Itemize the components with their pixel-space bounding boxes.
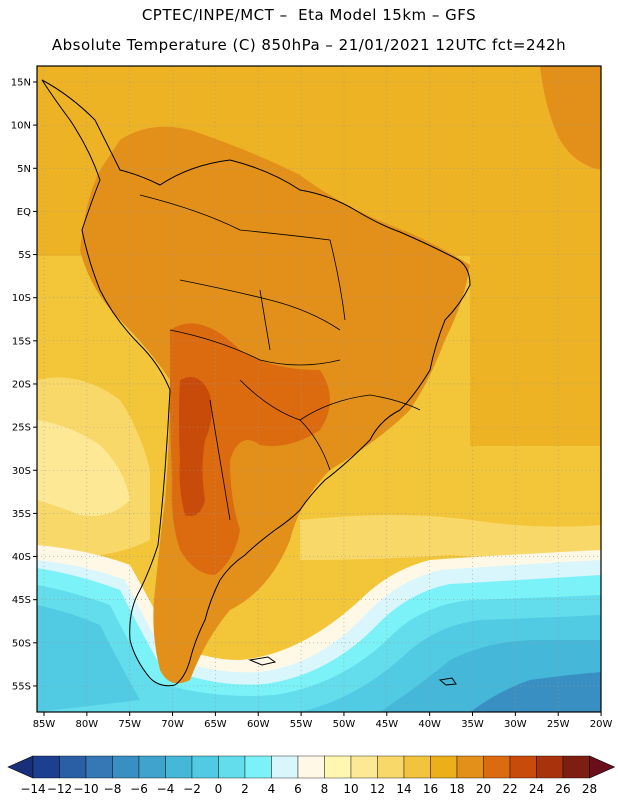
colorbar-label: 8 xyxy=(321,782,329,796)
colorbar-bin xyxy=(483,755,511,779)
colorbar-label: −8 xyxy=(104,782,122,796)
lat-tick-label: 40S xyxy=(12,552,31,563)
colorbar-bin xyxy=(165,755,193,779)
colorbar-label: 4 xyxy=(268,782,276,796)
colorbar-bin xyxy=(562,755,590,779)
colorbar-bin xyxy=(456,755,484,779)
falkland-islands xyxy=(248,656,277,666)
ocean-warm-ne-corner xyxy=(540,66,601,170)
ocean-pale-west xyxy=(37,420,130,516)
colorbar-label: −6 xyxy=(130,782,148,796)
land-hot-core xyxy=(170,323,330,575)
political-borders xyxy=(139,194,421,521)
colorbar-bin xyxy=(324,755,352,779)
colorbar-under-arrow xyxy=(7,755,34,779)
lon-tick-label: 25W xyxy=(547,719,570,730)
lon-tick-label: 30W xyxy=(504,719,527,730)
colorbar-bin xyxy=(271,755,299,779)
colorbar-bin xyxy=(297,755,325,779)
latitude-axis: 15N 10N 5N EQ 5S 10S 15S 20S 25S 30S 35S 40S 45S 50S 5… xyxy=(11,78,37,692)
colorbar-label: 24 xyxy=(529,782,544,796)
colorbar-bin xyxy=(350,755,378,779)
lat-tick-label: 35S xyxy=(12,509,31,520)
lon-tick-label: 65W xyxy=(204,719,227,730)
lat-tick-label: 5N xyxy=(17,164,31,175)
colorbar-over-arrow xyxy=(589,755,616,779)
lon-tick-label: 20W xyxy=(590,719,613,730)
colorbar-label: 22 xyxy=(502,782,517,796)
colorbar-label: 0 xyxy=(215,782,223,796)
colorbar-bin xyxy=(138,755,166,779)
colorbar-bin xyxy=(32,755,60,779)
lat-tick-label: 15S xyxy=(12,336,31,347)
lat-tick-label: 15N xyxy=(11,78,31,89)
colorbar-bin xyxy=(377,755,405,779)
map-title-line-2: Absolute Temperature (C) 850hPa – 21/01/… xyxy=(51,36,567,54)
ocean-pale-band xyxy=(300,515,601,560)
lon-tick-label: 50W xyxy=(333,719,356,730)
colorbar-bin xyxy=(430,755,458,779)
longitude-axis: 85W 80W 75W 70W 65W 60W 55W 50W 45W 40W 35W 30W 25W 2… xyxy=(33,712,613,730)
map-area[interactable] xyxy=(37,66,601,712)
lon-tick-label: 35W xyxy=(461,719,484,730)
lat-tick-label: 20S xyxy=(12,379,31,390)
colorbar-label: 16 xyxy=(423,782,438,796)
south-georgia xyxy=(438,677,457,686)
lat-tick-label: EQ xyxy=(17,207,31,218)
lon-tick-label: 45W xyxy=(375,719,398,730)
lat-tick-label: 10S xyxy=(12,293,31,304)
colorbar-label: 14 xyxy=(396,782,411,796)
lon-tick-label: 60W xyxy=(247,719,270,730)
colorbar-bin xyxy=(218,755,246,779)
map-frame xyxy=(36,65,602,713)
land-very-hot-core xyxy=(179,377,212,516)
colorbar-label: −14 xyxy=(20,782,45,796)
colorbar-label: 26 xyxy=(555,782,570,796)
south-america-coastline xyxy=(41,79,471,687)
colorbar-label: 20 xyxy=(476,782,491,796)
lon-tick-label: 40W xyxy=(418,719,441,730)
lon-tick-label: 80W xyxy=(76,719,99,730)
lat-tick-label: 55S xyxy=(12,681,31,692)
colorbar-bin xyxy=(509,755,537,779)
colorbar-label: −4 xyxy=(157,782,175,796)
colorbar-label: −10 xyxy=(73,782,98,796)
colorbar-bin xyxy=(536,755,564,779)
lat-tick-label: 10N xyxy=(11,121,31,132)
map-title-line-1: CPTEC/INPE/MCT – Eta Model 15km – GFS xyxy=(141,6,477,24)
colorbar-bin xyxy=(244,755,272,779)
cold-zone-blue-dark xyxy=(470,672,601,712)
colorbar-label: −2 xyxy=(183,782,201,796)
lat-tick-label: 25S xyxy=(12,423,31,434)
colorbar-label: 10 xyxy=(343,782,358,796)
colorbar-label: 18 xyxy=(449,782,464,796)
lon-tick-label: 70W xyxy=(161,719,184,730)
colorbar-label: 12 xyxy=(370,782,385,796)
colorbar-bin xyxy=(112,755,140,779)
temperature-colorbar xyxy=(7,755,616,779)
lon-tick-label: 85W xyxy=(33,719,56,730)
colorbar-bin xyxy=(59,755,87,779)
colorbar-label: 28 xyxy=(582,782,597,796)
colorbar-bin xyxy=(191,755,219,779)
lon-tick-label: 75W xyxy=(118,719,141,730)
colorbar-label: 2 xyxy=(241,782,249,796)
lat-tick-label: 30S xyxy=(12,466,31,477)
colorbar-label: 6 xyxy=(294,782,302,796)
lon-tick-label: 55W xyxy=(290,719,313,730)
colorbar-bin xyxy=(85,755,113,779)
lat-tick-label: 45S xyxy=(12,595,31,606)
colorbar-bin xyxy=(403,755,431,779)
colorbar-labels: −14 −12 −10 −8 −6 −4 −2 0 2 4 6 8 10 12 14 16 18 20 22 24 26… xyxy=(20,782,597,796)
lat-tick-label: 5S xyxy=(18,250,31,261)
colorbar-label: −12 xyxy=(47,782,72,796)
lat-tick-label: 50S xyxy=(12,638,31,649)
